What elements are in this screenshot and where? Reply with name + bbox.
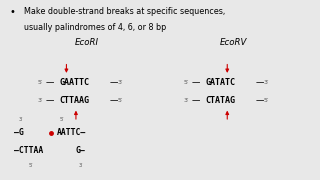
Text: —CTTAA: —CTTAA (14, 146, 43, 155)
Text: CTTAAG: CTTAAG (59, 96, 89, 105)
Text: —G: —G (14, 128, 24, 137)
Text: G—: G— (76, 146, 86, 155)
Text: 3′: 3′ (264, 80, 269, 86)
Text: —: — (46, 96, 54, 105)
Text: 5′: 5′ (60, 117, 65, 122)
Text: 5′: 5′ (118, 98, 123, 103)
Text: Make double-strand breaks at specific sequences,: Make double-strand breaks at specific se… (24, 7, 225, 16)
Text: 5′: 5′ (184, 80, 189, 86)
Text: GATATC: GATATC (205, 78, 235, 87)
Text: —: — (256, 96, 264, 105)
Text: 5′: 5′ (38, 80, 43, 86)
Text: 3′: 3′ (19, 117, 23, 122)
Text: —: — (192, 96, 200, 105)
Text: —: — (192, 78, 200, 87)
Text: EcoRI: EcoRI (75, 38, 99, 47)
Text: AATTC—: AATTC— (57, 128, 86, 137)
Text: 5′: 5′ (264, 98, 269, 103)
Text: 5′: 5′ (28, 163, 33, 168)
Text: —: — (256, 78, 264, 87)
Text: 3′: 3′ (118, 80, 123, 86)
Text: CTATAG: CTATAG (205, 96, 235, 105)
Text: —: — (46, 78, 54, 87)
Text: GAATTC: GAATTC (59, 78, 89, 87)
Text: 3′: 3′ (79, 163, 84, 168)
Text: 3′: 3′ (184, 98, 189, 103)
Text: 3′: 3′ (38, 98, 43, 103)
Text: EcoRV: EcoRV (219, 38, 247, 47)
Text: •: • (9, 7, 15, 17)
Text: —: — (110, 78, 118, 87)
Text: usually palindromes of 4, 6, or 8 bp: usually palindromes of 4, 6, or 8 bp (24, 23, 166, 32)
Text: —: — (110, 96, 118, 105)
